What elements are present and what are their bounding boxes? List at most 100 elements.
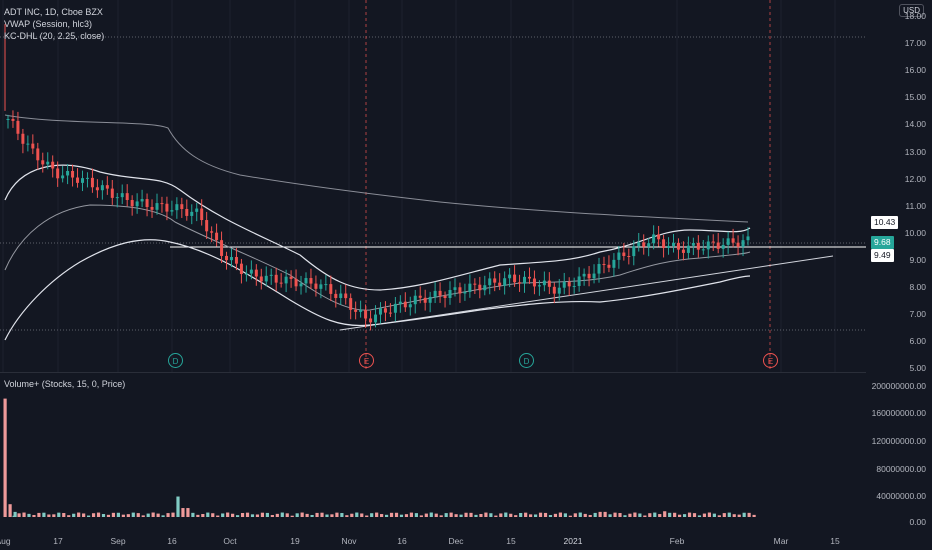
dividend-marker-2[interactable]: D <box>519 353 534 368</box>
candle-body <box>324 284 328 286</box>
candle-body <box>180 204 184 210</box>
candle-body <box>41 160 45 165</box>
price-tick-label: 16.00 <box>904 65 926 76</box>
candle-body <box>498 282 502 286</box>
volume-bar <box>375 512 379 517</box>
kc-upper <box>4 164 751 291</box>
volume-bar <box>32 515 36 517</box>
volume-bar <box>330 514 334 517</box>
kc-upper-tag: 10.43 <box>871 216 899 229</box>
candle-body <box>557 287 561 294</box>
volume-bar <box>121 514 125 517</box>
time-tick-label: Mar <box>773 536 789 546</box>
volume-bar <box>226 512 230 517</box>
volume-bar <box>529 514 533 517</box>
symbol-legend[interactable]: ADT INC, 1D, Cboe BZX <box>4 7 103 17</box>
volume-bar <box>707 512 712 517</box>
volume-bar <box>270 515 274 517</box>
volume-tick-label: 160000000.00 <box>871 408 926 418</box>
earnings-marker-2[interactable]: E <box>763 353 778 368</box>
volume-bar <box>752 514 756 517</box>
candle-body <box>632 246 636 257</box>
volume-bar <box>13 511 17 517</box>
volume-bar <box>504 512 508 517</box>
volume-bar <box>484 512 488 517</box>
candle-body <box>448 289 452 298</box>
volume-bar <box>315 512 319 517</box>
candle-body <box>438 290 442 296</box>
kc-legend[interactable]: KC-DHL (20, 2.25, close) <box>4 31 105 41</box>
candle-body <box>234 257 238 264</box>
volume-bar <box>101 514 106 517</box>
candle-body <box>642 242 646 247</box>
volume-bar <box>384 514 389 517</box>
candle-body <box>408 304 412 308</box>
dividend-marker-1[interactable]: D <box>168 353 183 368</box>
candle-body <box>349 298 353 310</box>
candle-body <box>195 208 199 212</box>
candle-body <box>145 199 149 207</box>
volume-bar <box>682 514 687 517</box>
candle-body <box>711 241 715 243</box>
volume-legend[interactable]: Volume+ (Stocks, 15, 0, Price) <box>4 379 126 389</box>
volume-bar <box>653 512 657 517</box>
volume-bar <box>355 512 359 517</box>
volume-bar <box>722 513 726 517</box>
volume-bar <box>434 513 438 517</box>
volume-bar <box>444 513 448 517</box>
candle-body <box>741 240 745 247</box>
volume-bar <box>96 512 101 517</box>
candle-body <box>90 177 94 188</box>
candle-body <box>592 273 596 279</box>
candle-body <box>398 301 402 304</box>
volume-chart[interactable] <box>0 373 866 530</box>
candle-body <box>11 118 15 121</box>
volume-bar <box>260 512 265 517</box>
candle-body <box>374 314 378 323</box>
volume-bar <box>340 513 344 517</box>
volume-bar <box>27 513 31 517</box>
time-tick-label: 15 <box>830 536 840 546</box>
price-chart[interactable] <box>0 0 866 372</box>
candle-body <box>721 244 725 249</box>
candle-body <box>299 283 303 287</box>
candle-body <box>478 284 482 291</box>
vwap-legend[interactable]: VWAP (Session, hlc3) <box>4 19 93 29</box>
pane-separator[interactable] <box>0 372 866 373</box>
candle-body <box>369 318 373 323</box>
candle-body <box>567 281 571 287</box>
candle-body <box>279 282 283 284</box>
candle-body <box>443 295 447 298</box>
candle-body <box>21 133 25 144</box>
volume-bar <box>196 514 200 517</box>
candle-body <box>647 243 651 247</box>
candle-body <box>652 234 656 244</box>
volume-bar <box>742 512 746 517</box>
candle-body <box>672 242 676 246</box>
candle-body <box>210 231 214 233</box>
volume-bar <box>235 515 240 517</box>
candle-body <box>388 312 392 314</box>
candle-body <box>468 283 472 293</box>
volume-bar <box>474 514 478 517</box>
volume-bar <box>245 512 250 517</box>
volume-bar <box>42 512 46 517</box>
candle-body <box>532 278 536 287</box>
volume-bar <box>469 512 473 517</box>
candle-body <box>542 280 546 286</box>
volume-bar <box>697 515 702 517</box>
candle-body <box>220 240 224 256</box>
volume-bar <box>623 515 627 517</box>
candle-body <box>284 276 288 284</box>
candle-body <box>686 245 690 253</box>
volume-bar <box>558 512 563 517</box>
earnings-marker-1[interactable]: E <box>359 353 374 368</box>
candle-body <box>577 276 581 286</box>
volume-bar <box>424 513 428 517</box>
volume-bar <box>454 514 458 517</box>
candle-body <box>518 282 522 284</box>
volume-bar <box>206 512 210 517</box>
currency-badge[interactable]: USD <box>899 4 924 17</box>
volume-bar <box>201 514 205 517</box>
candle-body <box>205 220 209 232</box>
